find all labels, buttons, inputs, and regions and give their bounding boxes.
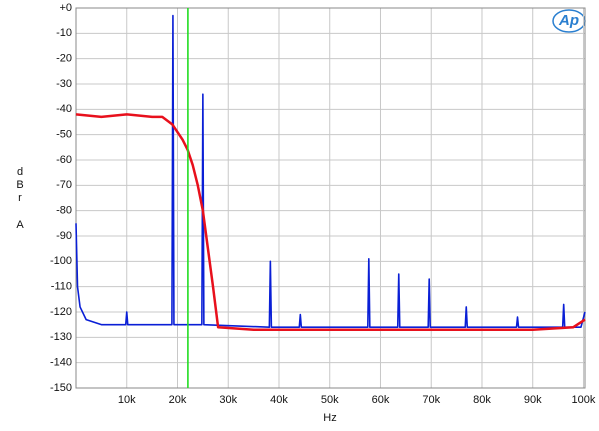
y-tick-label: -30 xyxy=(56,78,72,90)
y-tick-label: -110 xyxy=(51,281,72,293)
x-tick-label: 40k xyxy=(270,394,288,406)
x-tick-label: 50k xyxy=(321,394,339,406)
y-axis-label: d xyxy=(17,166,23,178)
plot-border xyxy=(75,7,586,389)
y-tick-label: -100 xyxy=(50,255,72,267)
y-tick-label: -140 xyxy=(50,357,72,369)
y-tick-label: -20 xyxy=(56,53,72,65)
y-tick-label: -90 xyxy=(56,230,72,242)
x-tick-label: 10k xyxy=(118,394,136,406)
x-tick-label: 70k xyxy=(422,394,440,406)
y-tick-label: -120 xyxy=(50,306,72,318)
series-line xyxy=(75,14,586,328)
x-tick-label: 80k xyxy=(473,394,491,406)
y-axis-label: B xyxy=(16,179,23,191)
y-axis-label: r xyxy=(18,192,22,204)
x-tick-label: 100k xyxy=(572,394,596,406)
y-tick-label: -60 xyxy=(56,154,72,166)
y-tick-label: -10 xyxy=(56,27,72,39)
x-axis-label: Hz xyxy=(323,412,336,424)
x-tick-label: 30k xyxy=(219,394,237,406)
y-tick-label: -70 xyxy=(56,179,72,191)
plot-area xyxy=(75,7,586,389)
x-tick-label: 60k xyxy=(372,394,390,406)
y-tick-label: -40 xyxy=(56,103,72,115)
series-line xyxy=(75,113,586,331)
logo: Ap xyxy=(558,12,579,29)
y-tick-label: -130 xyxy=(50,331,72,343)
x-tick-label: 20k xyxy=(169,394,187,406)
y-tick-label: +0 xyxy=(59,2,72,14)
y-axis-label: A xyxy=(16,219,24,231)
y-tick-label: -80 xyxy=(56,205,72,217)
y-tick-label: -150 xyxy=(50,382,72,394)
x-tick-label: 90k xyxy=(524,394,542,406)
y-tick-label: -50 xyxy=(56,129,72,141)
